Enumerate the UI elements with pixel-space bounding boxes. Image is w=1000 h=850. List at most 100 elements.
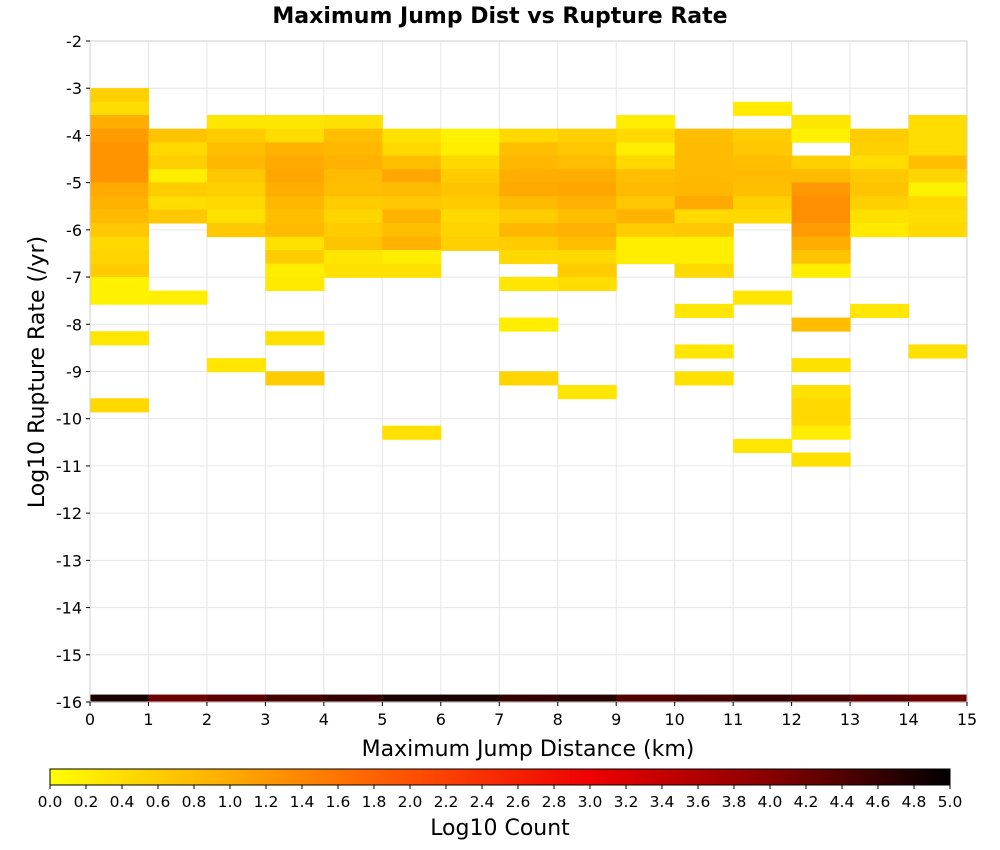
heatmap-cell [499,142,559,157]
heatmap-cell [90,196,150,211]
heatmap-cell [323,694,383,703]
heatmap-cell [90,88,150,103]
heatmap-cell [265,250,325,265]
heatmap-cell [382,169,442,184]
heatmap-cell [90,182,150,197]
x-axis-label: Maximum Jump Distance (km) [362,737,695,762]
heatmap-cell [90,263,150,278]
heatmap-cell [733,169,793,184]
heatmap-cell [674,155,734,170]
x-tick-label: 5 [377,710,387,729]
heatmap-cell [265,209,325,224]
x-tick-label: 4 [319,710,329,729]
heatmap-cell [908,344,968,359]
axes: 0 1 2 3 4 5 6 7 8 9 10 11 12 13 14 15-2-3-4-5-6-7-8-9-1… [56,32,977,729]
heatmap-cell [733,182,793,197]
heatmap-cell [791,223,851,238]
heatmap-cell [499,182,559,197]
colorbar-tick-label: 2.8 [542,793,567,811]
heatmap-cell [791,263,851,278]
heatmap-cell [206,223,266,238]
colorbar-tick-label: 3.0 [578,793,603,811]
heatmap-cell [265,371,325,386]
heatmap-cell [323,236,383,251]
heatmap-cell [148,142,208,157]
x-tick-label: 12 [781,710,801,729]
x-tick-label: 13 [840,710,860,729]
heatmap-cell [791,169,851,184]
heatmap-cell [908,209,968,224]
heatmap-cell [557,209,617,224]
colorbar-tick-label: 4.2 [794,793,819,811]
heatmap-cell [674,128,734,143]
heatmap-cell [557,250,617,265]
y-tick-label: -2 [66,32,82,51]
heatmap-cell [265,276,325,292]
heatmap-cell [90,331,150,346]
colorbar-tick-label: 3.4 [650,793,675,811]
heatmap-cell [90,114,150,130]
heatmap-cell [908,128,968,143]
colorbar-tick-label: 1.8 [362,793,387,811]
heatmap-cell [791,250,851,265]
heatmap-cell [616,182,676,197]
heatmap-cell [616,209,676,224]
heatmap-cell [791,155,851,170]
heatmap-cell [90,250,150,265]
heatmap-cell [382,155,442,170]
heatmap-cell [148,155,208,170]
heatmap-cell [90,223,150,238]
heatmap-cell [791,385,851,400]
heatmap-cell [850,169,910,184]
heatmap-cell [382,128,442,143]
heatmap-cell [90,101,150,116]
heatmap-cell [733,142,793,157]
colorbar-tick-label: 4.4 [830,793,855,811]
heatmap-cell [616,155,676,170]
y-tick-label: -10 [56,410,82,429]
colorbar-tick-label: 2.6 [506,793,531,811]
y-axis-label: Log10 Rupture Rate (/yr) [25,236,50,508]
heatmap-cell [382,263,442,278]
heatmap-cell [265,182,325,197]
heatmap-cell [499,169,559,184]
heatmap-cell [440,169,500,184]
heatmap-cells [90,88,968,703]
heatmap-cell [440,209,500,224]
heatmap-cell [440,223,500,238]
x-tick-label: 10 [664,710,684,729]
heatmap-cell [674,303,734,318]
heatmap-cell [850,142,910,157]
heatmap-cell [791,694,851,703]
heatmap-cell [323,196,383,211]
heatmap-cell [850,694,910,703]
heatmap-cell [323,128,383,143]
heatmap-cell [850,182,910,197]
heatmap-cell [674,236,734,251]
heatmap-cell [791,182,851,197]
heatmap-cell [265,128,325,143]
heatmap-cell [791,317,851,332]
heatmap-cell [499,209,559,224]
heatmap-cell [440,142,500,157]
heatmap-cell [499,223,559,238]
heatmap-cell [733,101,793,116]
colorbar-tick-label: 3.2 [614,793,639,811]
colorbar-tick-label: 0.6 [146,793,171,811]
heatmap-cell [440,196,500,211]
heatmap-cell [791,196,851,211]
heatmap-cell [323,142,383,157]
heatmap-cell [148,290,208,305]
heatmap-cell [733,438,793,453]
heatmap-cell [791,425,851,440]
heatmap-cell [908,114,968,130]
y-tick-label: -11 [56,457,82,476]
heatmap-cell [90,142,150,157]
heatmap-cell [382,236,442,251]
heatmap-cell [616,142,676,157]
heatmap-cell [674,209,734,224]
heatmap-cell [323,263,383,278]
heatmap-cell [382,223,442,238]
heatmap-cell [382,694,442,703]
